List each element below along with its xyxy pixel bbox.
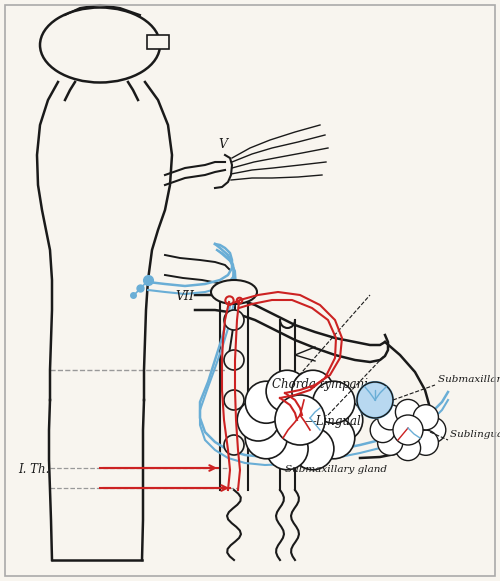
Circle shape [396, 399, 420, 425]
Circle shape [224, 390, 244, 410]
Circle shape [245, 417, 287, 459]
Circle shape [224, 350, 244, 370]
Circle shape [313, 417, 355, 459]
Text: Submaxillary ganglion: Submaxillary ganglion [438, 375, 500, 384]
Circle shape [321, 399, 363, 441]
Circle shape [393, 415, 423, 445]
Text: Submaxillary gland: Submaxillary gland [285, 465, 387, 474]
Circle shape [378, 430, 403, 456]
Circle shape [420, 417, 446, 443]
Circle shape [237, 399, 279, 441]
Circle shape [266, 428, 308, 470]
Text: V: V [218, 138, 227, 151]
Circle shape [245, 381, 287, 423]
Text: Chorda tympani: Chorda tympani [272, 378, 368, 391]
Circle shape [275, 395, 325, 445]
Ellipse shape [211, 280, 257, 304]
Circle shape [413, 405, 438, 430]
Circle shape [224, 310, 244, 330]
Text: VII: VII [175, 290, 194, 303]
Text: Sublingual gland: Sublingual gland [450, 430, 500, 439]
Circle shape [370, 417, 396, 443]
Text: —Lingual: —Lingual [305, 415, 362, 428]
Bar [147, 35, 169, 49]
Circle shape [266, 370, 308, 413]
Circle shape [396, 435, 420, 461]
Circle shape [313, 381, 355, 423]
Text: I. Th.: I. Th. [18, 463, 50, 476]
Circle shape [224, 435, 244, 455]
Circle shape [292, 428, 334, 470]
Circle shape [357, 382, 393, 418]
Circle shape [413, 430, 438, 456]
Circle shape [378, 405, 403, 430]
Circle shape [292, 370, 334, 413]
